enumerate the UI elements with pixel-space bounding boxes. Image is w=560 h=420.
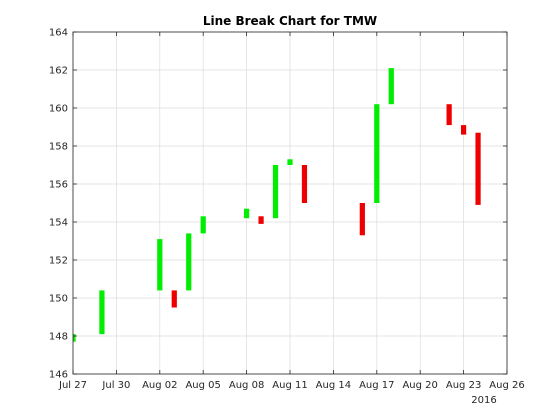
x-tick-label: Aug 02 (142, 380, 177, 391)
y-tick-label: 164 (49, 28, 68, 39)
up-bar (374, 104, 380, 203)
down-bar (475, 132, 481, 205)
x-tick-label: Aug 20 (402, 380, 437, 391)
y-tick-label: 146 (49, 370, 68, 381)
up-bar (272, 165, 279, 219)
x-tick-label: Aug 26 (489, 380, 524, 391)
up-bar (99, 290, 105, 335)
y-tick-label: 148 (49, 332, 68, 343)
up-bar (243, 208, 250, 219)
y-tick-label: 158 (49, 142, 68, 153)
x-tick-label: Aug 14 (316, 380, 351, 391)
down-bar (171, 290, 177, 308)
x-tick-label: Aug 23 (446, 380, 481, 391)
y-axis-ticks: 146 148 150 152 154 156 158 160 162 164 (49, 28, 507, 381)
up-bar (157, 239, 163, 291)
grid (72, 31, 508, 375)
up-bar (287, 159, 293, 165)
x-axis-year-label: 2016 (471, 395, 496, 406)
down-bar (460, 125, 467, 135)
x-tick-label: Jul 30 (101, 380, 130, 391)
down-bar (446, 104, 452, 126)
up-bar (186, 233, 192, 291)
x-tick-label: Aug 11 (272, 380, 307, 391)
down-bar (301, 165, 308, 203)
up-bar (200, 216, 206, 234)
y-tick-label: 156 (49, 180, 68, 191)
x-tick-label: Aug 17 (359, 380, 394, 391)
x-axis-ticks: Jul 27 Jul 30 Aug 02 Aug 05 Aug 08 Aug 11 Aug … (58, 32, 525, 391)
x-tick-label: Aug 05 (185, 380, 220, 391)
y-tick-label: 154 (49, 218, 68, 229)
x-tick-label: Jul 27 (58, 380, 87, 391)
bars (73, 68, 481, 342)
y-tick-label: 160 (49, 104, 68, 115)
chart-title: Line Break Chart for TMW (203, 14, 377, 28)
down-bar (359, 203, 365, 236)
y-tick-label: 152 (49, 256, 68, 267)
up-bar (388, 68, 394, 105)
x-tick-label: Aug 08 (229, 380, 264, 391)
y-tick-label: 150 (49, 294, 68, 305)
down-bar (258, 216, 264, 224)
up-bar (73, 334, 76, 342)
y-tick-label: 162 (49, 66, 68, 77)
